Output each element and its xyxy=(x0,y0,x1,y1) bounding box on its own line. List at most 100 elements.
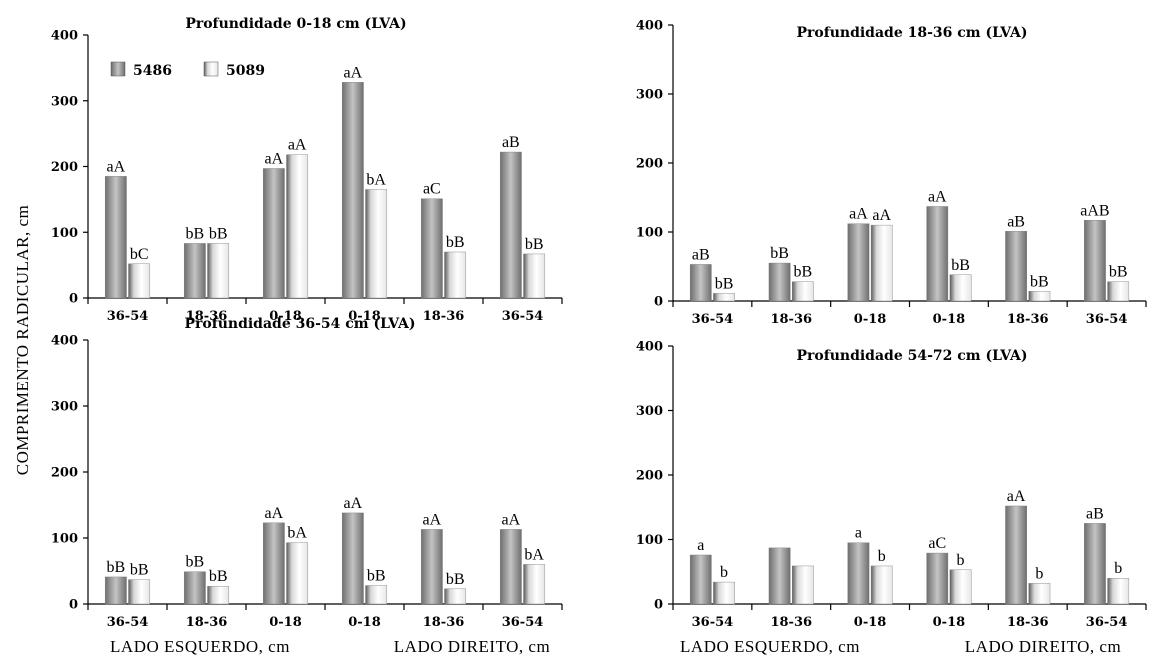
bar-5486 xyxy=(1005,505,1027,605)
bar-5486 xyxy=(420,529,443,605)
x-tick-label: 36-54 xyxy=(107,615,149,630)
chart-title: Profundidade 18-36 cm (LVA) xyxy=(796,25,1027,41)
bar-5089 xyxy=(286,154,309,299)
bar-5089 xyxy=(128,579,151,605)
bar-5486 xyxy=(262,522,285,605)
bar-5089 xyxy=(792,281,814,302)
y-tick-label: 200 xyxy=(51,466,78,481)
data-label: aAB xyxy=(1080,202,1109,219)
bar-5486 xyxy=(420,198,443,299)
x-tick-label: 18-36 xyxy=(1007,312,1049,327)
chart-title: Profundidade 36-54 cm (LVA) xyxy=(184,316,415,332)
data-label: aA xyxy=(265,505,284,522)
x-tick-label: 0-18 xyxy=(854,615,887,630)
bar-5089 xyxy=(713,581,735,605)
x-tick-label: 18-36 xyxy=(1007,615,1049,630)
y-tick-label: 100 xyxy=(51,226,78,241)
data-label: aB xyxy=(502,134,520,151)
data-label: bB xyxy=(446,571,465,588)
data-label: bC xyxy=(130,246,149,263)
data-label: b xyxy=(720,564,728,581)
y-tick-label: 300 xyxy=(636,88,663,103)
x-tick-label: 18-36 xyxy=(423,309,465,324)
bar-5089 xyxy=(949,274,972,302)
data-label: aA xyxy=(849,206,868,223)
data-label: bB xyxy=(209,225,228,242)
x-tick-label: 18-36 xyxy=(186,615,228,630)
bar-5089 xyxy=(792,565,814,605)
x-tick-label: 36-54 xyxy=(1086,312,1128,327)
data-label: b xyxy=(957,552,965,569)
y-tick-label: 400 xyxy=(51,29,78,44)
x-tick-label: 18-36 xyxy=(186,309,228,324)
bar-5486 xyxy=(689,264,712,302)
data-label: aB xyxy=(1007,213,1025,230)
data-label: aA xyxy=(107,158,126,175)
bar-5089 xyxy=(207,243,230,299)
legend-label-5486: 5486 xyxy=(133,63,172,79)
data-label: aA xyxy=(928,188,947,205)
y-tick-label: 200 xyxy=(636,157,663,172)
bar-5089 xyxy=(949,569,972,605)
y-axis-label: COMPRIMENTO RADICULAR, cm xyxy=(13,205,32,476)
bar-5486 xyxy=(847,223,870,302)
bar-5089 xyxy=(1107,281,1130,302)
x-tick-label: 36-54 xyxy=(107,309,149,324)
chart-panel-1: Profundidade 0-18 cm (LVA) 0 100 200 300 400 3… xyxy=(51,16,563,324)
data-label: aA xyxy=(872,207,891,224)
data-label: aA xyxy=(344,64,363,81)
bar-5089 xyxy=(444,251,467,299)
chart-title: Profundidade 0-18 cm (LVA) xyxy=(185,16,406,32)
x-tick-label: 0-18 xyxy=(269,615,302,630)
x-tick-label: 36-54 xyxy=(692,615,734,630)
data-label: bA xyxy=(366,172,386,189)
x-tick-label: 18-36 xyxy=(423,615,465,630)
x-tick-label: 18-36 xyxy=(770,312,812,327)
data-label: aA xyxy=(502,511,521,528)
bar-5486 xyxy=(1005,231,1027,302)
bar-5486 xyxy=(1084,220,1106,302)
bar-5089 xyxy=(365,585,388,605)
bar-5089 xyxy=(128,263,151,299)
data-label: aA xyxy=(344,495,363,512)
bar-5486 xyxy=(926,552,949,605)
bar-5486 xyxy=(183,243,206,299)
data-label: a xyxy=(697,537,704,554)
y-tick-label: 300 xyxy=(636,404,663,419)
bar-5486 xyxy=(341,82,364,299)
data-label: b xyxy=(1114,560,1122,577)
bar-5486 xyxy=(1084,523,1106,605)
data-label: bB xyxy=(185,225,204,242)
bar-5486 xyxy=(847,542,870,605)
x-axis-label-right-side-panel-a: LADO DIREITO, cm xyxy=(394,637,550,656)
x-tick-label: 0-18 xyxy=(933,615,966,630)
chart-title: Profundidade 54-72 cm (LVA) xyxy=(796,348,1027,364)
data-label: bB xyxy=(106,559,125,576)
data-label: aA xyxy=(288,137,307,154)
data-label: b xyxy=(1035,565,1043,582)
data-label: bB xyxy=(446,234,465,251)
bar-5089 xyxy=(444,588,467,605)
y-tick-label: 200 xyxy=(636,469,663,484)
bar-5486 xyxy=(768,262,791,302)
chart-panel-3: Profundidade 36-54 cm (LVA) 0 100 200 300 400… xyxy=(51,316,563,630)
legend-swatch-5486 xyxy=(110,61,126,77)
data-label: bB xyxy=(209,568,228,585)
data-label: aA xyxy=(423,511,442,528)
data-label: aB xyxy=(692,246,710,263)
x-tick-label: 0-18 xyxy=(348,309,381,324)
bar-5486 xyxy=(104,576,127,605)
y-tick-label: 200 xyxy=(51,160,78,175)
bar-5089 xyxy=(523,564,546,605)
bar-5486 xyxy=(262,168,285,299)
chart-panels: Profundidade 0-18 cm (LVA) 0 100 200 300 400 3… xyxy=(51,16,1147,630)
data-label: aA xyxy=(265,150,284,167)
bar-5089 xyxy=(1107,578,1130,605)
x-tick-label: 0-18 xyxy=(933,312,966,327)
x-tick-label: 0-18 xyxy=(348,615,381,630)
x-tick-label: 0-18 xyxy=(269,309,302,324)
data-label: bB xyxy=(951,257,970,274)
data-label: bA xyxy=(287,525,307,542)
data-label: aA xyxy=(1007,488,1026,505)
